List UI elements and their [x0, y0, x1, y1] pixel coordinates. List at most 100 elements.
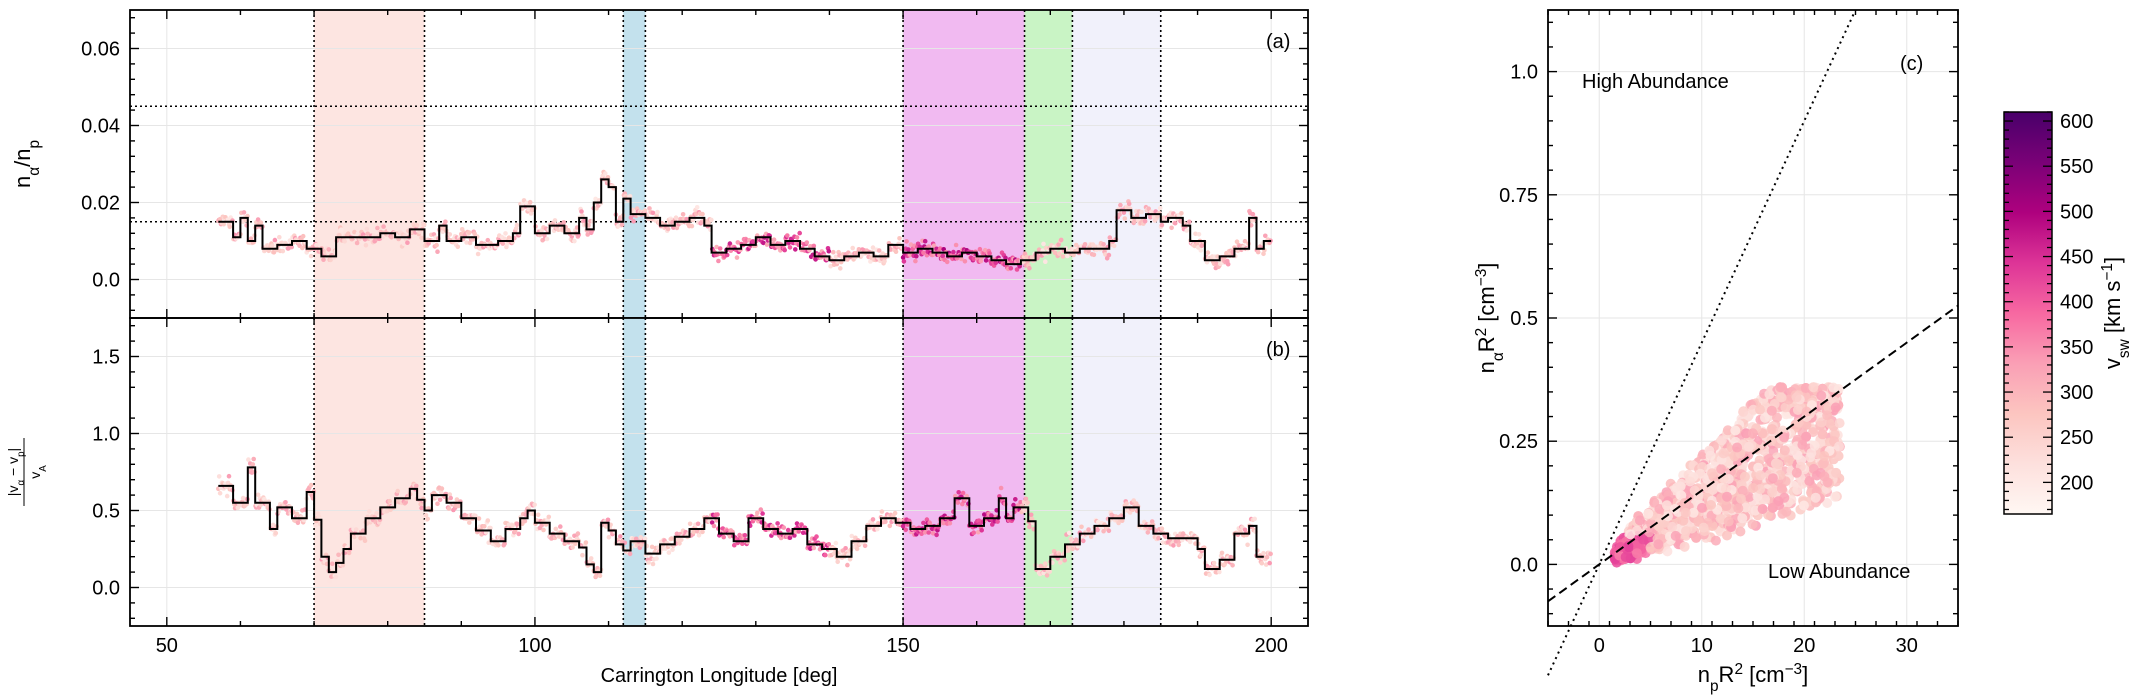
panel-b-scatter-point — [295, 520, 301, 526]
panel-b-scatter-point — [1070, 546, 1075, 552]
panel-a-scatter-point — [1058, 237, 1064, 243]
panel-b-scatter-point — [535, 512, 541, 518]
panel-b-scatter-point — [1047, 569, 1052, 574]
panel-a-scatter-point — [734, 255, 740, 260]
panel-b-scatter-point — [308, 482, 314, 488]
panel-a-scatter-point — [694, 205, 700, 210]
panel-a-scatter-point — [880, 251, 885, 256]
panel-a-scatter-point — [940, 253, 946, 259]
panel-a-scatter-point — [1146, 206, 1151, 211]
panel-a-scatter-point — [475, 251, 481, 257]
panel-b-scatter-point — [567, 536, 573, 542]
panel-c-scatter-point — [1776, 392, 1787, 403]
panel-a-scatter-point — [485, 237, 491, 243]
panel-c-scatter-point — [1722, 425, 1733, 436]
panel-c-scatter-point — [1661, 500, 1672, 511]
panel-b-scatter-point — [1119, 518, 1125, 523]
panel-b-scatter-point — [606, 534, 612, 540]
panel-a-scatter-point — [467, 240, 473, 246]
panel-a-scatter-point — [689, 223, 695, 229]
panel-c-scatter-point — [1680, 507, 1691, 518]
panel-a-scatter-point — [1139, 209, 1144, 215]
panel-c-y-tick-label: 0.0 — [1510, 554, 1538, 576]
panel-c-scatter-point — [1743, 441, 1754, 452]
panel-a-scatter-point — [831, 249, 836, 255]
panel-a-scatter-point — [572, 238, 577, 244]
panel-b-scatter-point — [467, 520, 472, 525]
panel-a-scatter-point — [900, 255, 906, 260]
panel-b-scatter-point — [1145, 530, 1151, 535]
panel-b-scatter-point — [870, 517, 876, 522]
panel-b-scatter-point — [502, 541, 507, 546]
panel-b-scatter-point — [875, 526, 880, 532]
panel-a-scatter-point — [951, 249, 956, 255]
panel-a-scatter-point — [363, 243, 369, 248]
panel-a-scatter-point — [603, 171, 608, 176]
panel-b-scatter-point — [650, 561, 656, 567]
panel-a-scatter-point — [826, 248, 832, 254]
panel-a-scatter-point — [579, 209, 584, 214]
panel-c-scatter-point — [1804, 476, 1815, 486]
panel-c-scatter-point — [1808, 382, 1819, 393]
panel-a-scatter-point — [365, 231, 371, 237]
panel-b-scatter-point — [1079, 524, 1084, 530]
panel-b-scatter-point — [283, 500, 288, 505]
panel-a-scatter-point — [673, 215, 679, 220]
panel-a-scatter-point — [1198, 248, 1204, 253]
panel-c-scatter-point — [1773, 496, 1784, 507]
panel-c-scatter-point — [1791, 392, 1802, 403]
panel-a-scatter-point — [1121, 210, 1127, 215]
panel-a-scatter-point — [401, 241, 407, 246]
panel-b-scatter-point — [975, 529, 981, 535]
panel-a-scatter-point — [717, 246, 723, 251]
panel-c-panel-label: (c) — [1900, 53, 1923, 75]
panel-a-scatter-point — [352, 229, 357, 235]
panel-c-scatter-point — [1716, 435, 1727, 446]
panel-b-scatter-point — [1023, 496, 1029, 502]
panel-a-scatter-point — [500, 241, 506, 246]
panel-b-chart: 50 100 150 200 Carrington Longitude [deg] 0.0… — [5, 317, 1309, 687]
panel-b-scatter-point — [654, 556, 659, 561]
panel-b-scatter-point — [687, 521, 693, 527]
panel-a-scatter-point — [414, 223, 420, 228]
panel-b-scatter-point — [919, 531, 924, 536]
panel-a-shaded-interval — [623, 10, 646, 318]
panel-b-scatter-point — [715, 512, 720, 517]
panel-a-scatter-point — [1111, 243, 1117, 249]
panel-a-scatter-point — [983, 258, 989, 263]
panel-b-scatter-point — [226, 473, 232, 479]
panel-b-scatter-point — [1207, 572, 1212, 578]
panel-a-scatter-point — [828, 263, 833, 269]
panel-c-y-tick-label: 0.25 — [1499, 431, 1538, 453]
panel-a-scatter-point — [785, 233, 790, 238]
panel-b-scatter-point — [732, 542, 737, 548]
panel-a-scatter-point — [937, 246, 943, 251]
panel-b-scatter-point — [892, 510, 898, 516]
panel-b-scatter-point — [955, 500, 961, 505]
panel-a-scatter-point — [1036, 247, 1042, 252]
panel-a-scatter-point — [650, 210, 656, 216]
panel-a-scatter-point — [241, 210, 247, 215]
panel-c-scatter-point — [1834, 418, 1845, 429]
panel-b-scatter-point — [960, 490, 966, 496]
colorbar-tick-label: 450 — [2060, 247, 2093, 269]
panel-c-scatter-point — [1632, 548, 1642, 559]
panel-b-scatter-point — [849, 533, 855, 539]
colorbar-label: vsw [km s−1] — [2099, 257, 2130, 369]
panel-c-annotation-high: High Abundance — [1582, 71, 1729, 93]
panel-b-scatter-point — [646, 560, 651, 565]
panel-a-scatter-point — [709, 217, 714, 223]
panel-a-scatter-point — [1057, 251, 1062, 256]
panel-a-scatter-point — [1060, 254, 1066, 259]
panel-a-scatter-point — [1118, 202, 1123, 208]
panel-a-scatter-point — [326, 247, 332, 252]
panel-b-scatter-point — [982, 512, 987, 517]
panel-a-scatter-point — [913, 258, 918, 264]
panel-b-scatter-point — [900, 524, 906, 529]
panel-a-scatter-point — [642, 208, 648, 213]
panel-b-scatter-point — [755, 510, 760, 516]
panel-b-scatter-point — [583, 540, 589, 545]
panel-b-scatter-point — [1159, 526, 1165, 531]
panel-c-scatter-point — [1760, 412, 1770, 423]
panel-a-scatter-point — [386, 227, 392, 232]
